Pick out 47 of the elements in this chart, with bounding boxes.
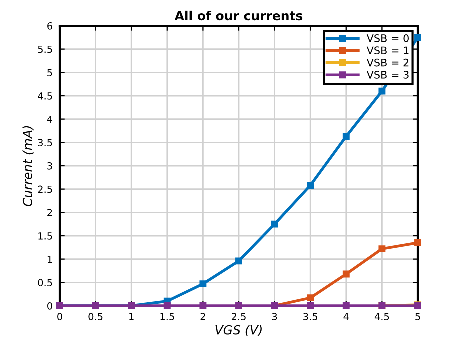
x-axis-title: VGS (V) bbox=[216, 325, 262, 336]
x-tick-label: 4 bbox=[344, 313, 349, 320]
y-tick-label: 1 bbox=[48, 256, 52, 264]
x-tick-label: 2 bbox=[200, 313, 206, 320]
y-axis-title: Current (mA) bbox=[22, 126, 34, 206]
point bbox=[307, 182, 314, 190]
x-tick-label: 3 bbox=[272, 313, 278, 320]
legend-label: VSB = 0 bbox=[366, 34, 409, 42]
y-tick-label: 4.5 bbox=[38, 92, 52, 100]
y-tick-label: 3 bbox=[48, 162, 52, 170]
point bbox=[236, 258, 242, 265]
point bbox=[342, 270, 350, 278]
point bbox=[271, 220, 278, 228]
x-tick-label: 3.5 bbox=[304, 313, 318, 320]
x-tick-label: 0 bbox=[58, 313, 62, 320]
point bbox=[200, 302, 207, 310]
point bbox=[378, 88, 386, 95]
legend-label: VSB = 1 bbox=[366, 46, 409, 55]
y-tick-label: 5 bbox=[48, 69, 52, 76]
y-tick-label: 1.5 bbox=[38, 232, 52, 240]
y-tick-label: 6 bbox=[48, 22, 52, 30]
x-tick-label: 1.5 bbox=[160, 313, 174, 320]
point bbox=[342, 302, 350, 310]
point bbox=[236, 302, 242, 310]
x-tick-label: 0.5 bbox=[88, 313, 103, 320]
y-tick-label: 4 bbox=[47, 116, 53, 124]
point bbox=[307, 302, 314, 310]
y-tick-label: 0 bbox=[48, 302, 52, 310]
point bbox=[378, 246, 386, 253]
legend-label: VSB = 2 bbox=[366, 58, 409, 67]
y-tick-label: 3.5 bbox=[38, 139, 52, 146]
x-tick-label: 1 bbox=[130, 313, 134, 320]
y-tick-label: 2.5 bbox=[38, 186, 52, 194]
point bbox=[414, 240, 422, 246]
x-tick-label: 2.5 bbox=[232, 313, 246, 320]
x-tick-label: 4.5 bbox=[374, 313, 390, 320]
y-tick-label: 0.5 bbox=[38, 279, 52, 286]
y-tick-label: 2 bbox=[48, 209, 52, 216]
point bbox=[342, 133, 350, 140]
x-tick-label: 5 bbox=[416, 313, 420, 320]
point bbox=[414, 34, 422, 42]
y-tick-label: 5.5 bbox=[38, 46, 52, 54]
point bbox=[307, 294, 314, 302]
point bbox=[164, 302, 171, 310]
chart-title: All of our currents bbox=[174, 10, 303, 21]
legend-label: VSB = 3 bbox=[366, 71, 409, 79]
point bbox=[200, 280, 207, 288]
